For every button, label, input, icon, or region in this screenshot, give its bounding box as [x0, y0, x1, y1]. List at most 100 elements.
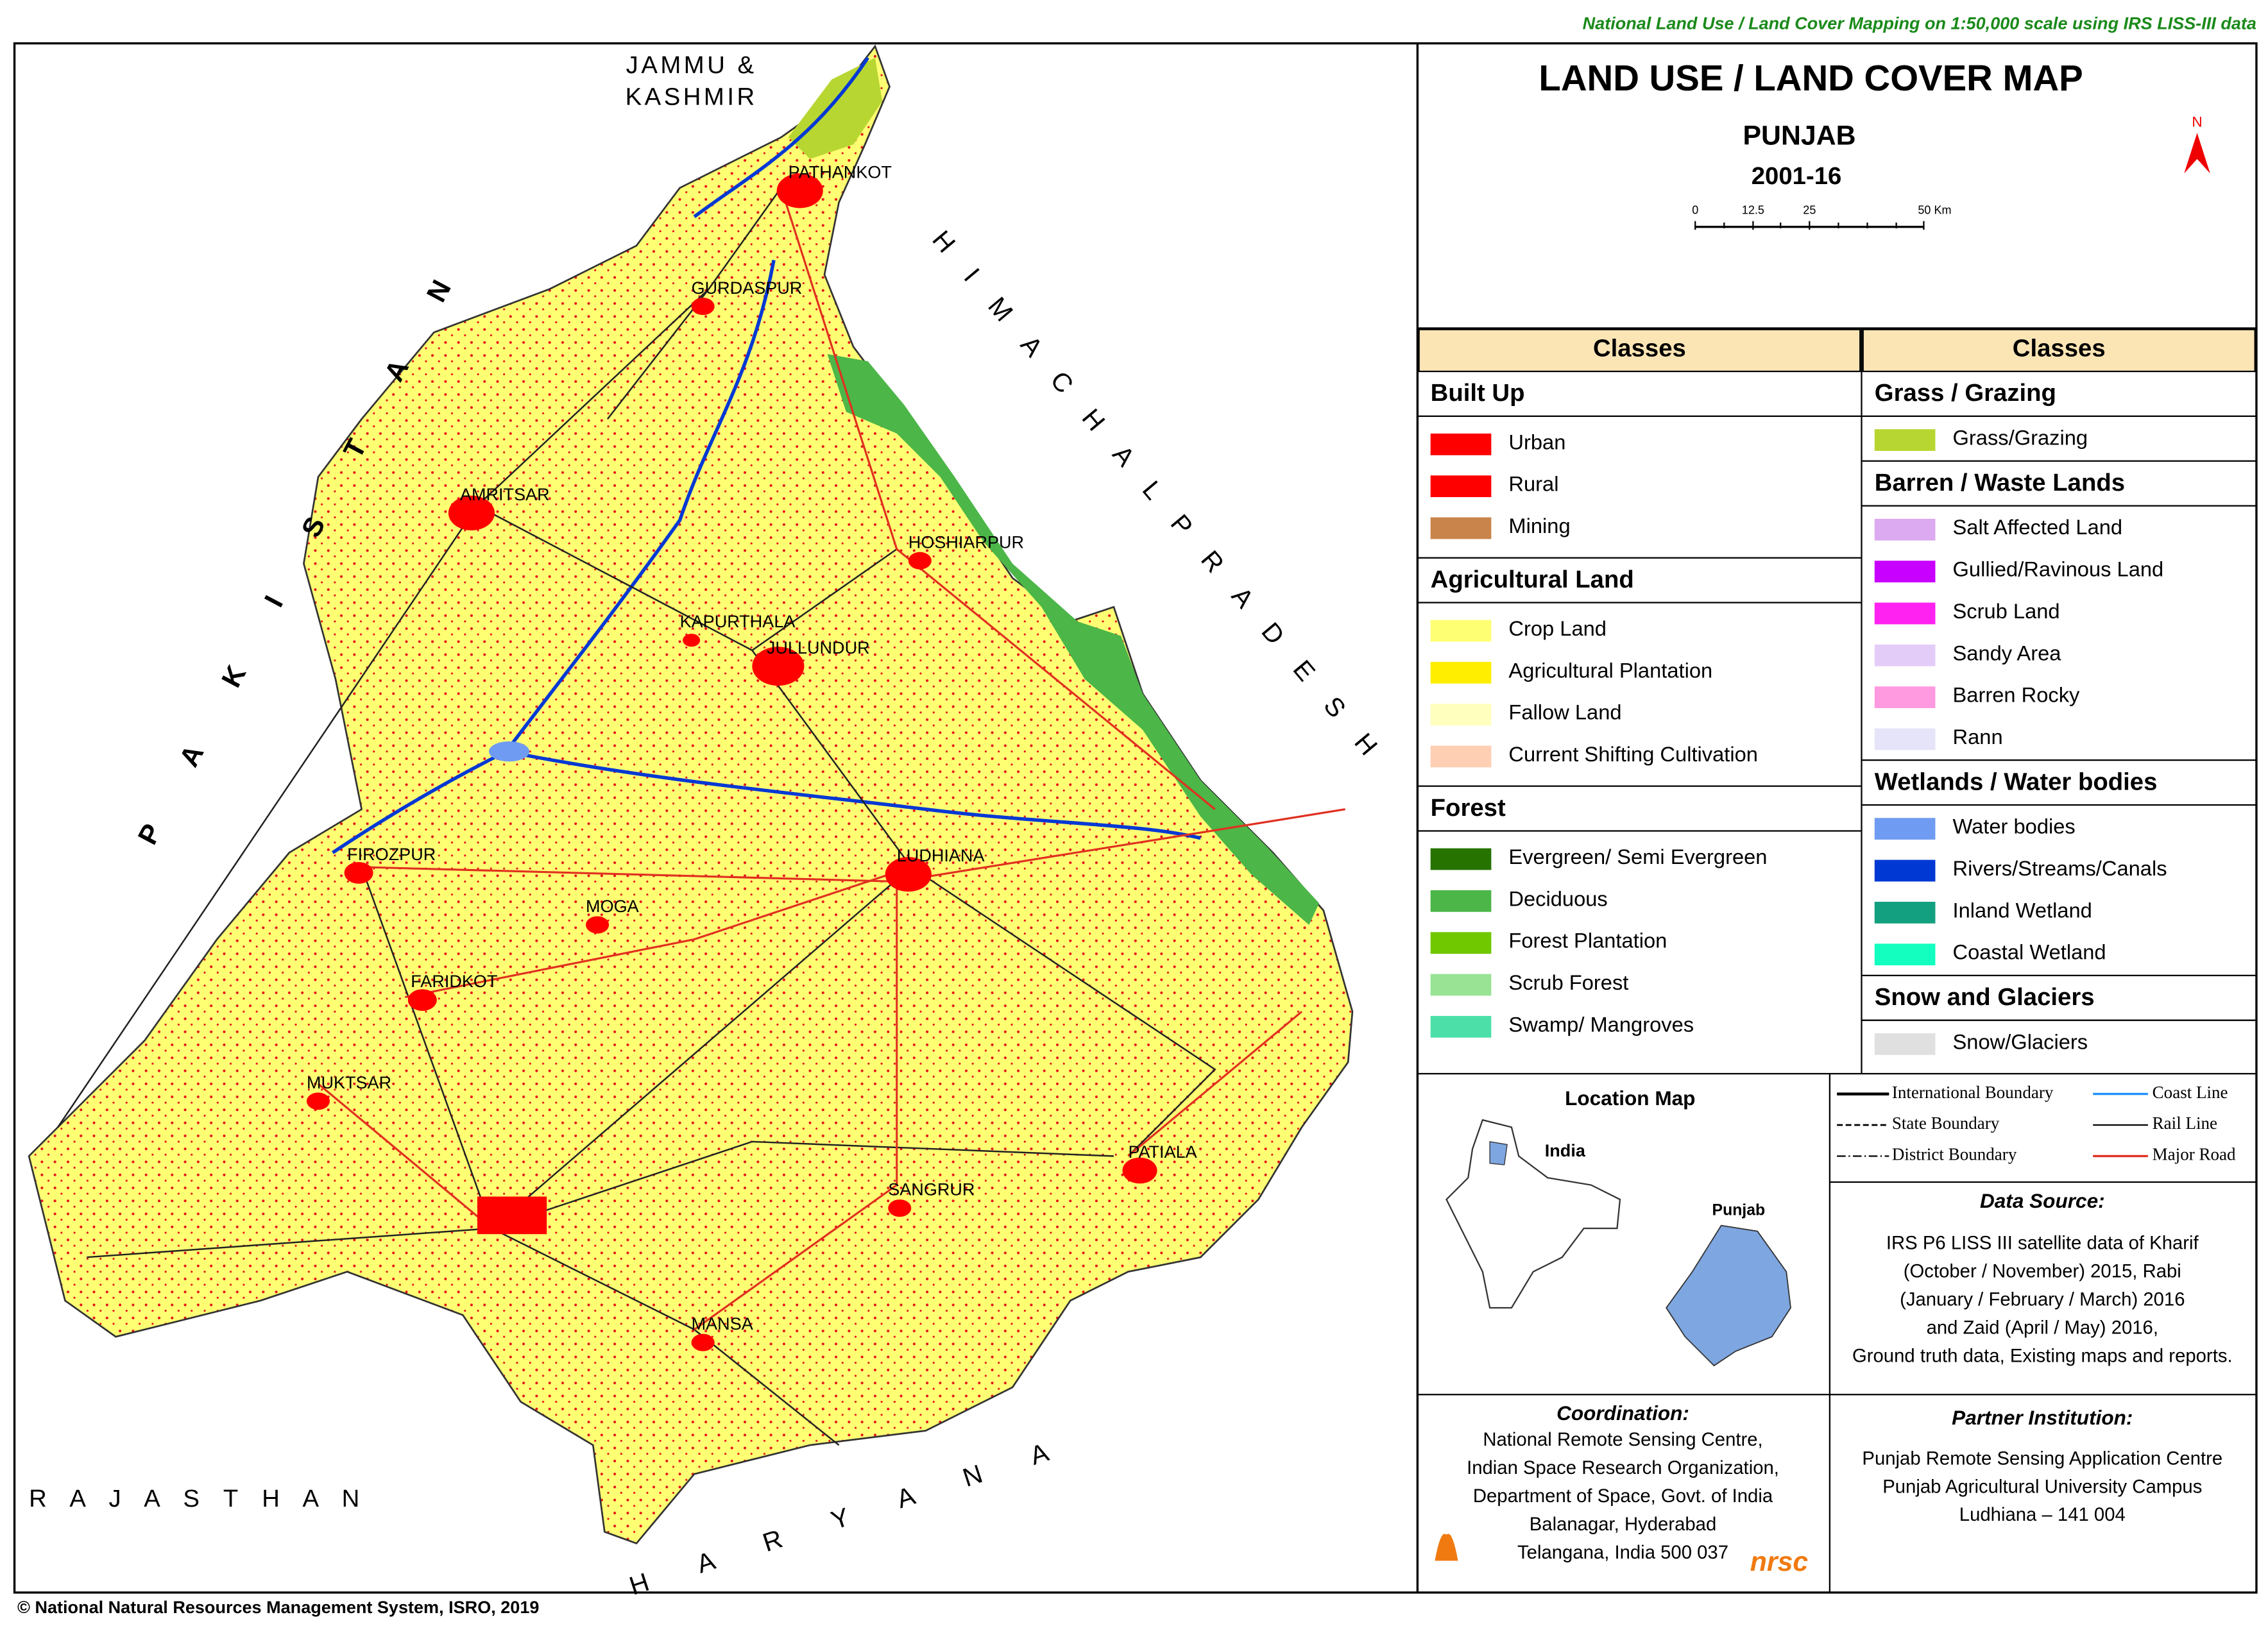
city-label: KAPURTHALA: [680, 612, 796, 631]
city-label: SANGRUR: [888, 1180, 975, 1199]
text-line: Indian Space Research Organization,: [1467, 1457, 1779, 1478]
north-label: N: [2192, 114, 2202, 130]
group-heading: Wetlands / Water bodies: [1875, 768, 2158, 795]
india-punjab: [1489, 1141, 1508, 1165]
text-line: (January / February / March) 2016: [1900, 1289, 2185, 1310]
legend-swatch: [1430, 433, 1492, 455]
group-heading: Forest: [1431, 794, 1506, 822]
text-line: Punjab Remote Sensing Application Centre: [1862, 1448, 2222, 1469]
cities: PATHANKOT GURDASPUR AMRITSAR HOSHIARPUR KAPU…: [306, 163, 1197, 1351]
text-line: National Remote Sensing Centre,: [1483, 1429, 1762, 1450]
legend-swatch: [1874, 728, 1936, 750]
neighbor-label: R A J A S T H A N: [29, 1485, 368, 1512]
city-area: [776, 173, 823, 208]
coordination-title: Coordination:: [1556, 1401, 1689, 1425]
legend-label: Rann: [1953, 725, 2003, 749]
line-legend-label: State Boundary: [1892, 1113, 2000, 1133]
city-label: FIROZPUR: [347, 845, 436, 864]
legend-swatch: [1430, 517, 1492, 539]
legend-label: Water bodies: [1953, 815, 2076, 838]
legend-swatch: [1874, 943, 1936, 966]
legend-label: Fallow Land: [1508, 700, 1621, 724]
legend-label: Crop Land: [1508, 616, 1607, 640]
city-label: MOGA: [586, 897, 639, 916]
legend-swatch: [1430, 890, 1492, 912]
legend-swatch: [1430, 475, 1492, 498]
city-label: AMRITSAR: [460, 485, 550, 504]
legend-label: Current Shifting Cultivation: [1508, 742, 1758, 766]
legend-label: Coastal Wetland: [1953, 940, 2106, 964]
city-area: [908, 552, 932, 570]
grass-strip: [788, 58, 883, 159]
legend-label: Deciduous: [1508, 886, 1607, 910]
legend-swatch: [1874, 518, 1936, 541]
legend-label: Swamp/ Mangroves: [1508, 1012, 1694, 1036]
location-title: Location Map: [1565, 1087, 1695, 1110]
city-area: [888, 1199, 912, 1217]
city-area: [683, 633, 701, 647]
partner: Punjab Remote Sensing Application Centre…: [1862, 1448, 2222, 1525]
data-source-title: Data Source:: [1980, 1189, 2105, 1212]
tagline: National Land Use / Land Cover Mapping o…: [1583, 13, 2256, 33]
city-area: [1122, 1157, 1157, 1184]
text-line: and Zaid (April / May) 2016,: [1927, 1317, 2158, 1338]
legend-header-bg: [1418, 328, 1861, 373]
city-area: [477, 1196, 547, 1235]
scale-label: 50 Km: [1918, 204, 1951, 217]
legend-swatch: [1874, 901, 1936, 924]
city-label: MANSA: [692, 1314, 753, 1333]
state-outline: [28, 44, 1354, 1544]
legend-label: Scrub Land: [1953, 599, 2060, 623]
legend-swatch: [1874, 686, 1936, 709]
legend: Classes Built Up Urban Rural Mining Agricultu…: [1417, 328, 2256, 1055]
city-area: [691, 1333, 715, 1351]
legend-header: Classes: [2013, 334, 2106, 362]
scale-label: 25: [1803, 204, 1816, 217]
city-area: [407, 989, 437, 1011]
scale-bar: 0 12.5 25 50 Km: [1692, 204, 1952, 230]
legend-label: Inland Wetland: [1953, 898, 2092, 922]
rivers: [332, 56, 1201, 854]
legend-swatch: [1430, 620, 1492, 642]
legend-label: Sandy Area: [1953, 641, 2062, 664]
legend-label: Rivers/Streams/Canals: [1953, 856, 2167, 880]
map: PATHANKOT GURDASPUR AMRITSAR HOSHIARPUR KAPU…: [28, 44, 1391, 1601]
legend-swatch: [1430, 932, 1492, 954]
line-legend-label: Coast Line: [2153, 1083, 2228, 1102]
legend-swatch: [1874, 602, 1936, 625]
group-heading: Agricultural Land: [1431, 566, 1634, 593]
legend-swatch: [1430, 848, 1492, 870]
india-label: India: [1545, 1141, 1586, 1160]
water-body: [489, 741, 530, 762]
text-line: Ground truth data, Existing maps and rep…: [1852, 1345, 2233, 1366]
line-legend-label: International Boundary: [1892, 1083, 2054, 1102]
legend-swatch: [1874, 818, 1936, 840]
neighbor-label: KASHMIR: [626, 83, 758, 110]
legend-swatch: [1430, 1015, 1492, 1038]
city-area: [344, 861, 373, 884]
text-line: Punjab Agricultural University Campus: [1882, 1476, 2202, 1497]
legend-label: Forest Plantation: [1508, 929, 1667, 952]
data-source: IRS P6 LISS III satellite data of Kharif…: [1852, 1233, 2233, 1367]
city-label: PATIALA: [1128, 1142, 1197, 1162]
text-line: Telangana, India 500 037: [1517, 1542, 1728, 1563]
line-legend-label: Major Road: [2153, 1145, 2236, 1164]
legend-swatch: [1874, 859, 1936, 882]
frame: [13, 42, 2258, 1594]
city-label: MUKTSAR: [307, 1073, 391, 1092]
legend-header: Classes: [1593, 334, 1686, 362]
punjab-inset: [1666, 1224, 1791, 1367]
legend-label: Snow/Glaciers: [1953, 1029, 2088, 1053]
city-label: FARIDKOT: [411, 972, 497, 991]
city-area: [448, 495, 495, 530]
partner-title: Partner Institution:: [1952, 1406, 2133, 1429]
legend-label: Gullied/Ravinous Land: [1953, 557, 2164, 581]
legend-swatch: [1874, 429, 1936, 451]
legend-label: Salt Affected Land: [1953, 515, 2123, 539]
text-line: (October / November) 2015, Rabi: [1904, 1261, 2181, 1282]
text-line: Department of Space, Govt. of India: [1473, 1485, 1773, 1507]
city-label: GURDASPUR: [692, 278, 803, 298]
coordination: National Remote Sensing Centre, Indian Sp…: [1467, 1429, 1779, 1563]
legend-swatch: [1430, 704, 1492, 726]
